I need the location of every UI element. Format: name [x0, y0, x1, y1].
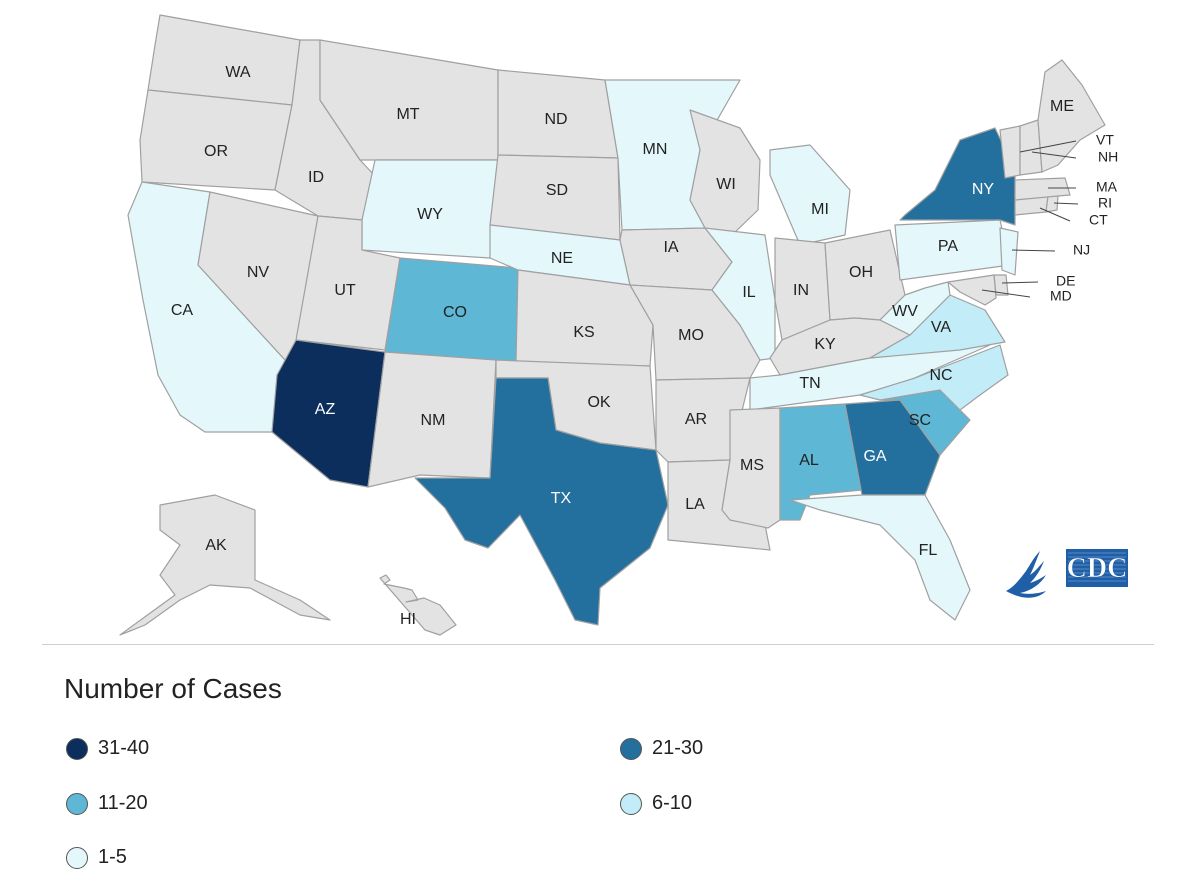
- state-label-wv: WV: [892, 303, 918, 320]
- state-label-nh: NH: [1098, 149, 1118, 165]
- state-ct-leader-line: [1039, 207, 1071, 222]
- state-ny: [899, 127, 1016, 226]
- state-hi: [379, 574, 457, 636]
- state-label-or: OR: [204, 143, 228, 160]
- state-ri: [1045, 195, 1059, 213]
- state-label-ne: NE: [551, 250, 573, 267]
- state-label-ga: GA: [863, 448, 886, 465]
- state-nm: [367, 351, 497, 488]
- state-wi: [689, 109, 761, 236]
- state-nc: [859, 344, 1009, 411]
- state-wa: [147, 14, 301, 106]
- state-label-tn: TN: [799, 375, 820, 392]
- state-label-tx: TX: [551, 490, 572, 507]
- state-label-de: DE: [1056, 273, 1075, 289]
- state-il: [704, 227, 776, 361]
- legend-swatch-11-20: [66, 792, 88, 815]
- state-label-va: VA: [931, 319, 951, 336]
- state-label-co: CO: [443, 304, 467, 321]
- legend-item-31-40: 31-40: [66, 737, 149, 760]
- state-label-wa: WA: [225, 64, 251, 81]
- state-label-mt: MT: [396, 106, 419, 123]
- legend-swatch-31-40: [66, 737, 88, 760]
- state-tx: [414, 377, 669, 626]
- state-label-nm: NM: [421, 412, 446, 429]
- state-label-ny: NY: [972, 181, 995, 198]
- legend-label-21-30: 21-30: [652, 737, 704, 759]
- state-me: [1037, 59, 1106, 173]
- state-label-vt: VT: [1096, 132, 1114, 148]
- state-label-in: IN: [793, 282, 809, 299]
- cdc-logo: CDC: [1000, 535, 1135, 605]
- state-de-leader-line: [1001, 281, 1039, 284]
- state-label-wy: WY: [417, 206, 443, 223]
- state-label-hi: HI: [400, 611, 416, 628]
- state-label-ia: IA: [663, 239, 678, 256]
- state-label-me: ME: [1050, 98, 1074, 115]
- state-md: [947, 274, 997, 306]
- state-label-ma: MA: [1096, 179, 1118, 195]
- state-ks: [515, 269, 654, 367]
- state-md-leader-line: [981, 289, 1031, 298]
- state-label-nd: ND: [544, 111, 567, 128]
- state-label-ok: OK: [587, 394, 610, 411]
- legend-item-11-20: 11-20: [66, 792, 148, 815]
- state-label-ks: KS: [573, 324, 594, 341]
- state-label-ct: CT: [1089, 212, 1108, 228]
- state-label-id: ID: [308, 169, 324, 186]
- legend-item-6-10: 6-10: [620, 792, 692, 815]
- state-label-mo: MO: [678, 327, 704, 344]
- state-label-sd: SD: [546, 182, 568, 199]
- state-label-ar: AR: [685, 411, 707, 428]
- legend-label-11-20: 11-20: [98, 792, 148, 814]
- state-ri-leader-line: [1053, 202, 1079, 205]
- state-ga: [844, 399, 941, 496]
- state-wy: [361, 159, 499, 259]
- state-label-az: AZ: [315, 401, 336, 418]
- legend-label-1-5: 1-5: [98, 846, 127, 868]
- state-label-nv: NV: [247, 264, 270, 281]
- state-label-la: LA: [685, 496, 705, 513]
- state-label-md: MD: [1050, 288, 1072, 304]
- legend-label-6-10: 6-10: [652, 792, 693, 814]
- state-vt-leader-line: [1019, 140, 1077, 153]
- state-tn: [749, 344, 991, 411]
- state-nh-leader-line: [1031, 151, 1077, 159]
- state-label-fl: FL: [919, 542, 938, 559]
- cdc-logo-text: CDC: [1067, 553, 1128, 584]
- state-label-ky: KY: [814, 336, 836, 353]
- state-label-mn: MN: [643, 141, 668, 158]
- state-ma: [1014, 177, 1071, 201]
- legend-swatch-1-5: [66, 846, 88, 869]
- state-ak: [119, 494, 331, 636]
- state-label-ut: UT: [334, 282, 356, 299]
- state-label-oh: OH: [849, 264, 873, 281]
- state-label-pa: PA: [938, 238, 958, 255]
- legend-swatch-21-30: [620, 737, 642, 760]
- state-label-il: IL: [742, 284, 755, 301]
- legend-divider: [42, 644, 1154, 645]
- state-or: [139, 89, 293, 191]
- state-fl: [789, 494, 971, 621]
- legend-swatch-6-10: [620, 792, 642, 815]
- state-label-ms: MS: [740, 457, 764, 474]
- state-label-ca: CA: [171, 302, 194, 319]
- hhs-eagle-icon: [1006, 551, 1046, 598]
- state-mi: [769, 144, 851, 246]
- state-label-nj: NJ: [1073, 242, 1090, 258]
- state-label-nc: NC: [929, 367, 952, 384]
- state-label-al: AL: [799, 452, 819, 469]
- state-label-wi: WI: [716, 176, 736, 193]
- legend-label-31-40: 31-40: [98, 737, 150, 759]
- legend-title: Number of Cases: [64, 673, 282, 704]
- state-label-ak: AK: [205, 537, 227, 554]
- state-label-sc: SC: [909, 412, 931, 429]
- legend-item-21-30: 21-30: [620, 737, 703, 760]
- legend-item-1-5: 1-5: [66, 846, 127, 869]
- us-choropleth-map: WA OR CA NV ID MT WY UT AZ CO NM ND SD NE KS OK TX MN IA MO…: [119, 14, 1118, 636]
- state-label-ri: RI: [1098, 195, 1112, 211]
- state-nj: [999, 227, 1019, 276]
- state-label-mi: MI: [811, 201, 829, 218]
- state-nj-leader-line: [1011, 249, 1056, 252]
